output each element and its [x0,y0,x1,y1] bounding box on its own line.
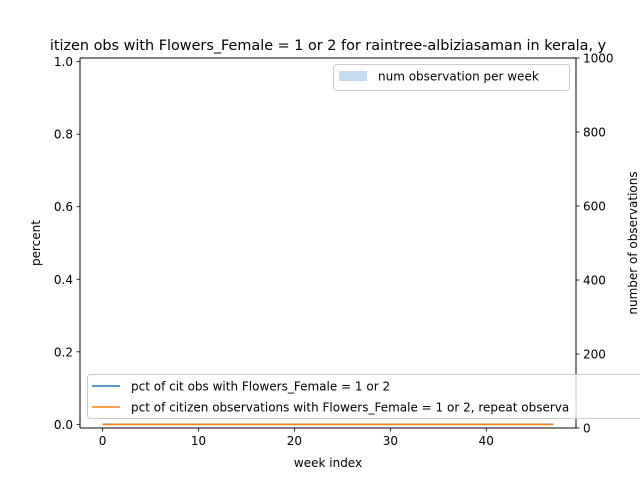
y-tick-label-2: 0.4 [54,273,73,287]
y-tick-label-0: 0.0 [54,418,73,432]
legend-line-label-0: pct of cit obs with Flowers_Female = 1 o… [131,380,390,394]
y2-tick-label-3: 600 [583,200,606,214]
y2-tick-label-1: 200 [583,348,606,362]
y2-tick-label-2: 400 [583,274,606,288]
y-tick-label-4: 0.8 [54,128,73,142]
y2-tick-label-4: 800 [583,126,606,140]
y-axis-label: percent [29,220,43,266]
x-tick-label-1: 10 [191,434,206,448]
legend-lines: pct of cit obs with Flowers_Female = 1 o… [88,375,640,419]
chart-title: itizen obs with Flowers_Female = 1 or 2 … [50,38,607,54]
x-tick-label-4: 40 [479,434,494,448]
x-tick-label-0: 0 [99,434,107,448]
y2-tick-label-0: 0 [583,422,591,436]
legend-bar-label: num observation per week [378,70,539,84]
x-tick-label-2: 20 [287,434,302,448]
x-tick-label-3: 30 [383,434,398,448]
y-tick-label-1: 0.2 [54,345,73,359]
y-tick-label-3: 0.6 [54,200,73,214]
legend-line-label-1: pct of citizen observations with Flowers… [131,401,569,415]
y2-axis-label: number of observations [626,171,640,314]
y-tick-label-5: 1.0 [54,55,73,69]
x-axis-label: week index [294,456,362,470]
legend-bars: num observation per week [334,65,570,91]
legend-bar-swatch [339,71,367,81]
